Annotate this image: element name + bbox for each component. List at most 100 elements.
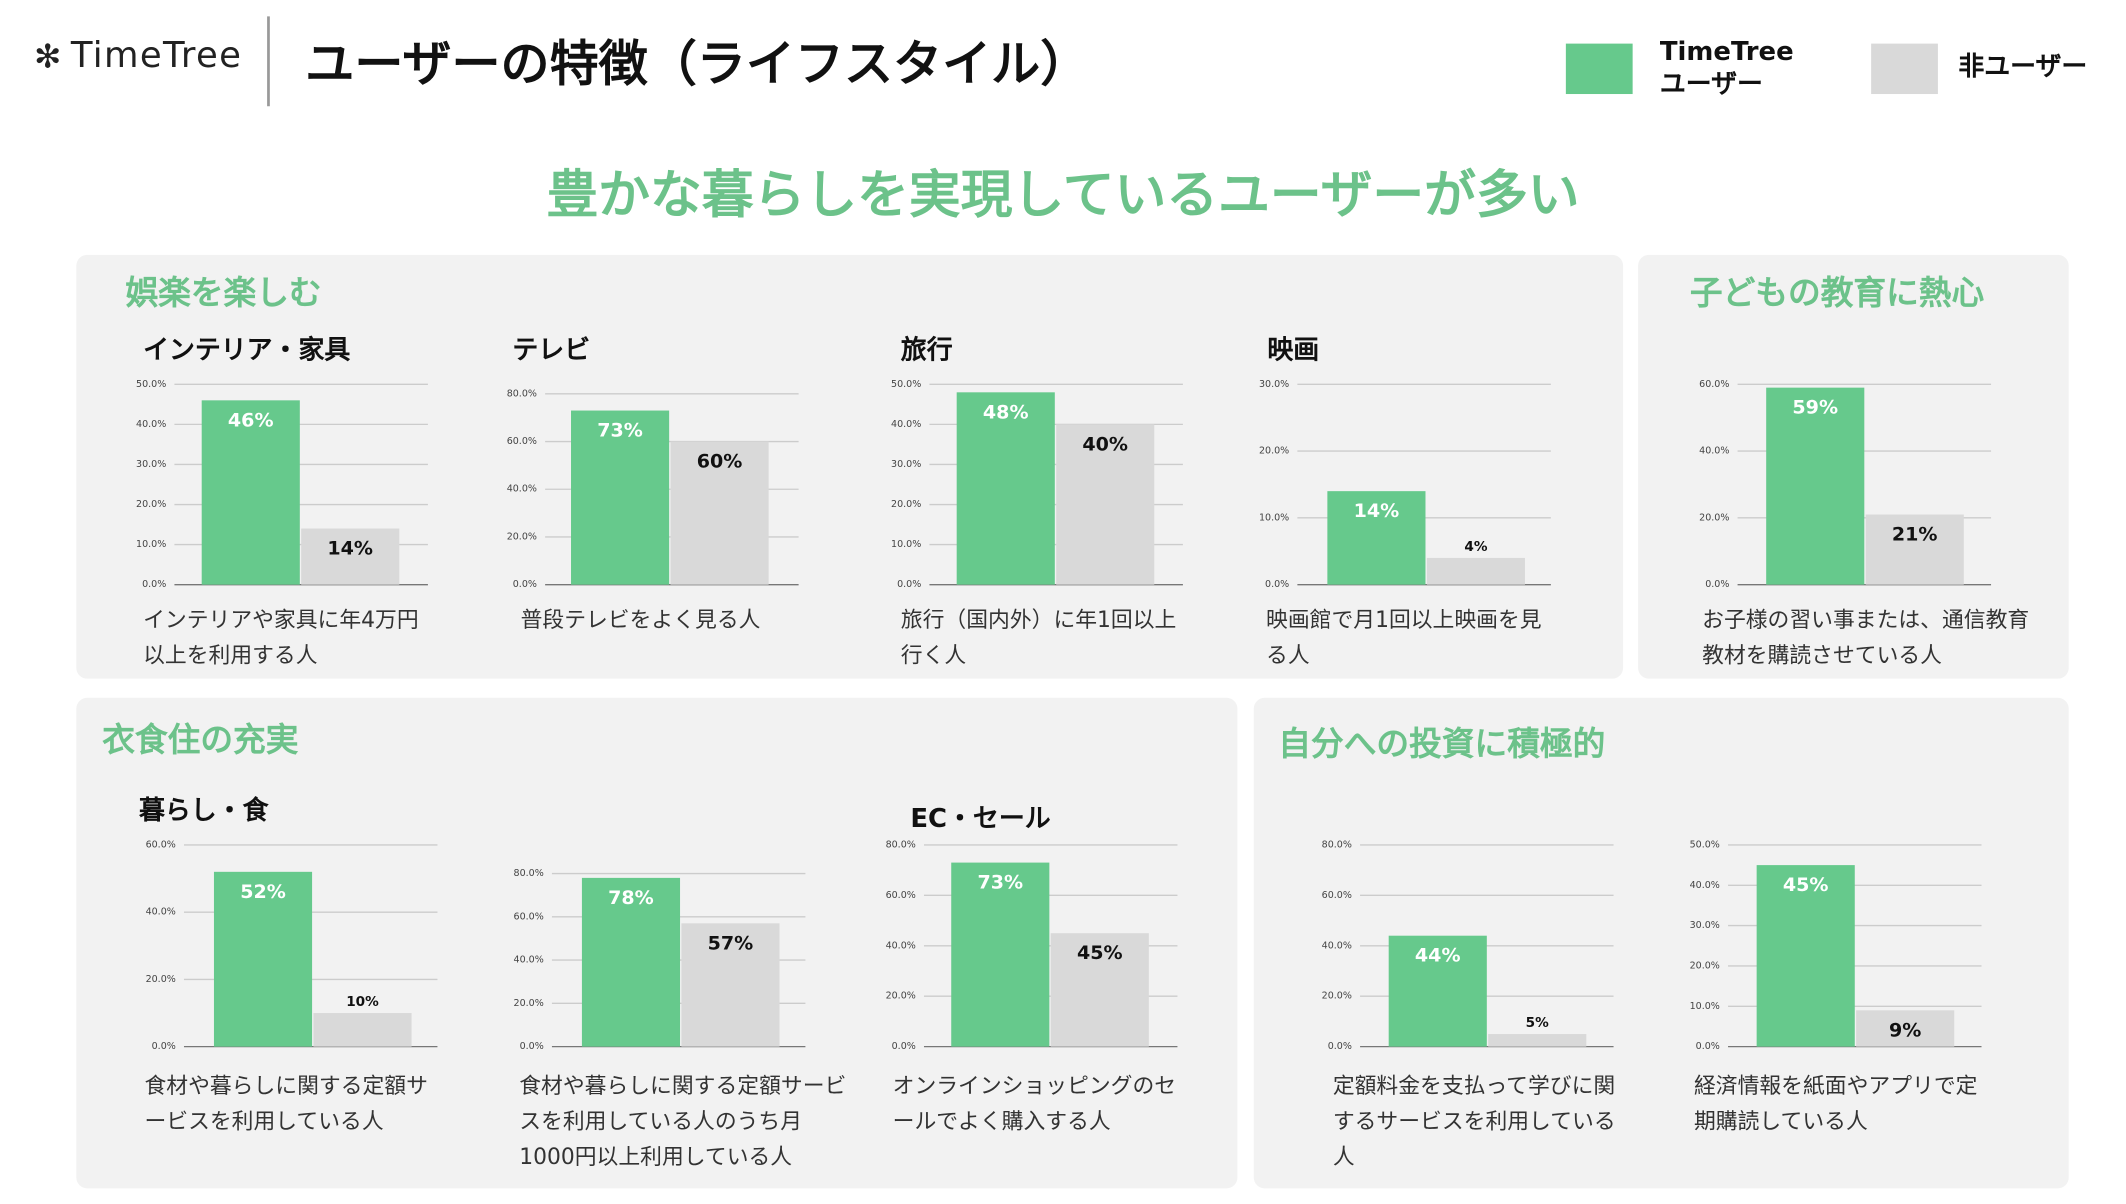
y-tick-label: 50.0% <box>891 379 921 390</box>
chart-title: テレビ <box>512 335 591 366</box>
page-title: ユーザーの特徴（ライフスタイル） <box>305 36 1090 93</box>
value-label: 4% <box>1464 539 1487 555</box>
chart-caption: 映画館で月1回以上映画を見る人 <box>1266 606 1542 668</box>
y-tick-label: 10.0% <box>136 539 166 550</box>
y-tick-label: 0.0% <box>520 1041 544 1052</box>
y-tick-label: 20.0% <box>514 998 544 1009</box>
chart-caption: オンラインショッピングのセールでよく購入する人 <box>892 1072 1177 1134</box>
section-title: 娯楽を楽しむ <box>125 273 322 313</box>
y-tick-label: 30.0% <box>1690 920 1720 931</box>
y-tick-label: 0.0% <box>897 579 921 590</box>
y-tick-label: 0.0% <box>1265 579 1289 590</box>
bar <box>670 441 769 585</box>
value-label: 46% <box>228 409 274 431</box>
y-tick-label: 20.0% <box>1699 512 1729 523</box>
y-tick-label: 60.0% <box>146 839 176 850</box>
section-box <box>76 254 1624 679</box>
chart-title: 旅行 <box>900 335 953 366</box>
legend-swatch <box>1565 43 1633 95</box>
section-title: 自分への投資に積極的 <box>1278 725 1606 764</box>
value-label: 10% <box>346 994 379 1010</box>
y-tick-label: 0.0% <box>1696 1041 1720 1052</box>
bar <box>1056 424 1155 585</box>
value-label: 9% <box>1889 1019 1921 1041</box>
y-tick-label: 60.0% <box>1322 890 1352 901</box>
y-tick-label: 0.0% <box>1705 579 1729 590</box>
y-tick-label: 0.0% <box>152 1041 176 1052</box>
y-tick-label: 80.0% <box>507 388 537 399</box>
bar <box>1756 865 1855 1047</box>
value-label: 59% <box>1792 397 1838 419</box>
y-tick-label: 20.0% <box>1322 991 1352 1002</box>
value-label: 57% <box>708 932 754 954</box>
y-tick-label: 40.0% <box>146 907 176 918</box>
y-tick-label: 10.0% <box>1259 512 1289 523</box>
y-tick-label: 20.0% <box>886 991 916 1002</box>
y-tick-label: 40.0% <box>507 484 537 495</box>
y-tick-label: 60.0% <box>1699 379 1729 390</box>
value-label: 14% <box>327 537 373 559</box>
chart-caption: 普段テレビをよく見る人 <box>520 606 761 633</box>
bar <box>301 528 400 585</box>
y-tick-label: 30.0% <box>136 459 166 470</box>
y-tick-label: 40.0% <box>891 419 921 430</box>
chart-caption: インテリアや家具に年4万円以上を利用する人 <box>143 606 419 668</box>
bar <box>1488 1034 1587 1047</box>
bar <box>201 400 300 585</box>
value-label: 73% <box>977 872 1023 894</box>
chart-title: インテリア・家具 <box>143 335 351 366</box>
bar <box>1856 1010 1955 1047</box>
value-label: 48% <box>983 401 1029 423</box>
y-tick-label: 10.0% <box>891 539 921 550</box>
y-tick-label: 80.0% <box>886 839 916 850</box>
y-tick-label: 20.0% <box>146 974 176 985</box>
value-label: 44% <box>1415 945 1461 967</box>
value-label: 73% <box>597 419 643 441</box>
legend-swatch <box>1871 43 1938 95</box>
y-tick-label: 60.0% <box>886 890 916 901</box>
bar <box>956 392 1055 585</box>
y-tick-label: 40.0% <box>1322 940 1352 951</box>
chart-caption: 定額料金を支払って学びに関するサービスを利用している人 <box>1332 1072 1616 1170</box>
value-label: 78% <box>608 887 654 909</box>
bar <box>213 871 313 1047</box>
chart-title: 暮らし・食 <box>139 795 269 826</box>
y-tick-label: 30.0% <box>891 459 921 470</box>
y-tick-label: 50.0% <box>1690 839 1720 850</box>
bar <box>581 877 681 1047</box>
y-tick-label: 20.0% <box>507 531 537 542</box>
logo-icon: ✻ <box>34 38 61 76</box>
y-tick-label: 0.0% <box>142 579 166 590</box>
value-label: 40% <box>1082 433 1128 455</box>
y-tick-label: 0.0% <box>1328 1041 1352 1052</box>
y-tick-label: 80.0% <box>1322 839 1352 850</box>
y-tick-label: 20.0% <box>136 499 166 510</box>
y-tick-label: 30.0% <box>1259 379 1289 390</box>
bar <box>313 1013 412 1047</box>
bar <box>1388 935 1487 1047</box>
bar <box>951 862 1050 1047</box>
value-label: 14% <box>1354 500 1400 522</box>
y-tick-label: 20.0% <box>891 499 921 510</box>
chart-caption: 旅行（国内外）に年1回以上行く人 <box>900 606 1177 668</box>
y-tick-label: 10.0% <box>1690 1001 1720 1012</box>
legend-label: TimeTree ユーザー <box>1659 36 1794 100</box>
subtitle: 豊かな暮らしを実現しているユーザーが多い <box>546 164 1580 225</box>
value-label: 52% <box>240 881 286 903</box>
bar <box>1327 491 1426 585</box>
y-tick-label: 40.0% <box>136 419 166 430</box>
chart-caption: 経済情報を紙面やアプリで定期購読している人 <box>1693 1072 1978 1134</box>
logo: TimeTree <box>70 35 243 77</box>
y-tick-label: 40.0% <box>514 955 544 966</box>
y-tick-label: 80.0% <box>514 868 544 879</box>
y-tick-label: 0.0% <box>892 1041 916 1052</box>
legend-label: 非ユーザー <box>1958 51 2088 82</box>
value-label: 5% <box>1526 1015 1549 1031</box>
bar <box>1426 557 1525 585</box>
section-title: 衣食住の充実 <box>102 720 299 760</box>
chart-caption: お子様の習い事または、通信教育教材を購読させている人 <box>1702 606 2030 668</box>
chart-title: 映画 <box>1267 335 1320 366</box>
